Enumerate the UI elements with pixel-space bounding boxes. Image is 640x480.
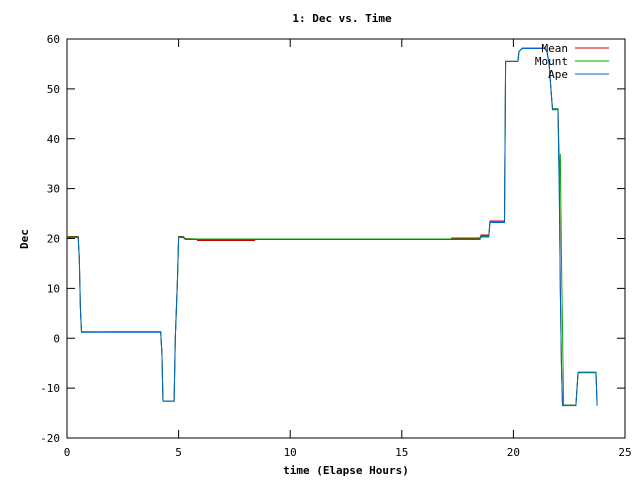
- x-axis-ticks: 0 5 10 15 20 25: [64, 39, 632, 459]
- y-tick-label: 50: [47, 83, 60, 96]
- y-tick-label: 40: [47, 133, 60, 146]
- legend-label-ape: Ape: [548, 68, 568, 81]
- y-axis-ticks: -20 -10 0 10 20 30 40 50 60: [40, 33, 625, 445]
- x-tick-label: 5: [175, 446, 182, 459]
- y-tick-label: 30: [47, 183, 60, 196]
- y-axis-label: Dec: [18, 229, 31, 249]
- series-line-ape: [67, 48, 598, 407]
- series-line-mean: [67, 47, 598, 406]
- x-tick-label: 20: [507, 446, 520, 459]
- legend-label-mount: Mount: [535, 55, 568, 68]
- series-layer: [67, 47, 598, 407]
- series-line-mount: [67, 47, 598, 406]
- y-tick-label: 60: [47, 33, 60, 46]
- chart-title: 1: Dec vs. Time: [292, 12, 392, 25]
- y-tick-label: 10: [47, 282, 60, 295]
- x-tick-label: 0: [64, 446, 71, 459]
- y-tick-label: 0: [53, 332, 60, 345]
- x-axis-label: time (Elapse Hours): [283, 464, 409, 477]
- y-tick-label: -20: [40, 432, 60, 445]
- y-tick-label: -10: [40, 382, 60, 395]
- legend-label-mean: Mean: [542, 42, 569, 55]
- x-tick-label: 25: [618, 446, 631, 459]
- x-tick-label: 15: [395, 446, 408, 459]
- x-tick-label: 10: [284, 446, 297, 459]
- y-tick-label: 20: [47, 233, 60, 246]
